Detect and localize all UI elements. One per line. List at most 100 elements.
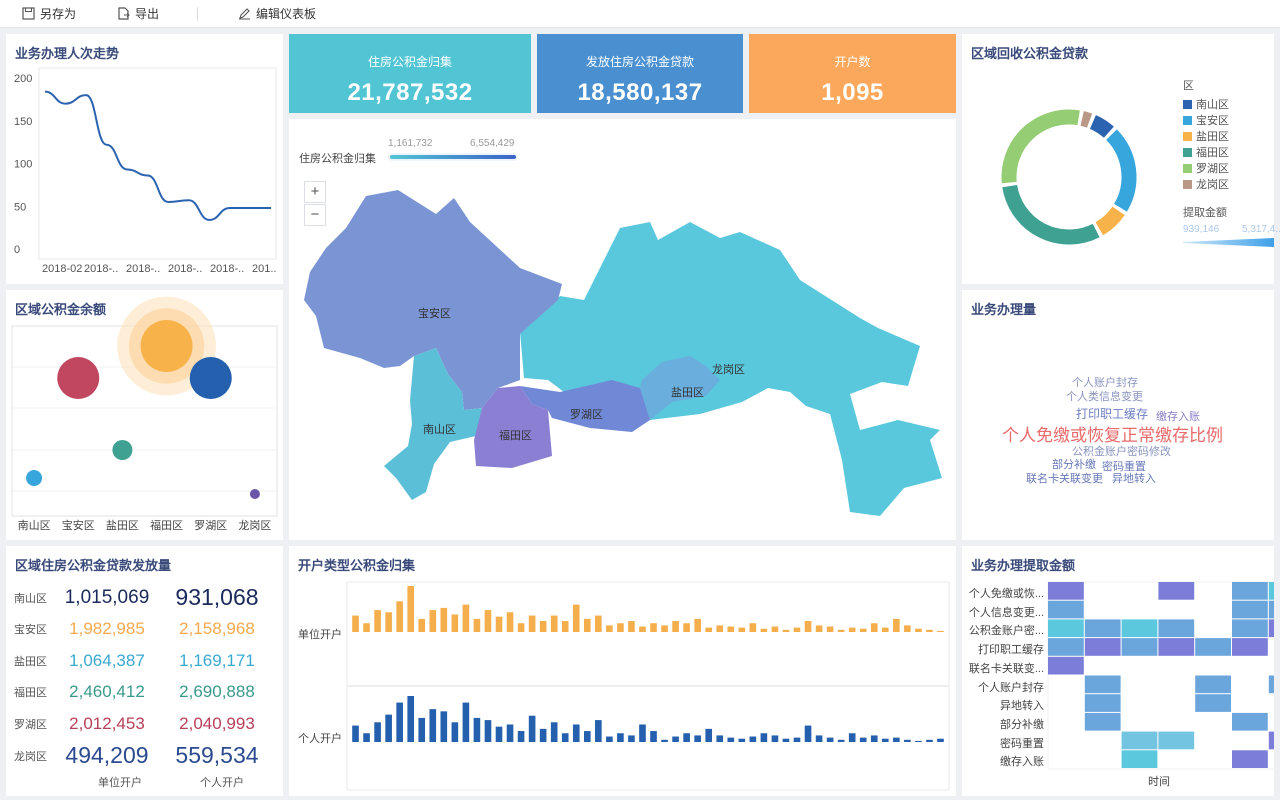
heatmap-cell[interactable] <box>1232 712 1268 731</box>
bar[interactable] <box>473 717 481 742</box>
bar[interactable] <box>771 735 779 742</box>
donut-slice[interactable] <box>1089 115 1114 138</box>
heatmap-cell[interactable] <box>1121 750 1158 768</box>
bar[interactable] <box>837 739 845 742</box>
heatmap-cell[interactable] <box>1158 619 1195 638</box>
bar[interactable] <box>749 736 757 742</box>
bar[interactable] <box>672 736 679 742</box>
bar[interactable] <box>628 621 635 632</box>
bar[interactable] <box>550 722 558 742</box>
save-as-button[interactable]: 另存为 <box>22 5 76 22</box>
bar[interactable] <box>926 739 933 742</box>
heatmap-cell[interactable] <box>1048 600 1084 619</box>
bar[interactable] <box>793 737 801 742</box>
bar[interactable] <box>771 626 779 632</box>
heatmap-cell[interactable] <box>1121 638 1158 656</box>
bar[interactable] <box>583 618 591 632</box>
donut-legend-item[interactable]: 罗湖区 <box>1183 160 1229 176</box>
bar[interactable] <box>484 610 492 632</box>
wordcloud-word[interactable]: 个人免缴或恢复正常缴存比例 <box>1002 426 1223 445</box>
heatmap-cell[interactable] <box>1232 638 1268 656</box>
bar[interactable] <box>716 625 724 632</box>
donut-slice[interactable] <box>1095 206 1125 236</box>
heatmap-cell[interactable] <box>1084 638 1121 656</box>
map-region-yantian[interactable] <box>640 356 720 420</box>
bar[interactable] <box>352 725 359 742</box>
bar[interactable] <box>683 623 690 632</box>
heatmap-cell[interactable] <box>1158 638 1195 656</box>
wordcloud-word[interactable]: 部分补缴 <box>1052 459 1096 471</box>
heatmap-cell[interactable] <box>1195 694 1231 712</box>
heatmap-cell[interactable] <box>1084 712 1121 731</box>
bar[interactable] <box>396 702 403 742</box>
bar[interactable] <box>429 610 437 632</box>
map-range-slider[interactable] <box>388 153 518 161</box>
bar[interactable] <box>915 740 922 742</box>
bar[interactable] <box>528 715 536 742</box>
zoom-in-button[interactable]: + <box>304 181 326 203</box>
bar[interactable] <box>672 621 679 632</box>
heatmap-cell[interactable] <box>1158 582 1195 600</box>
bar[interactable] <box>859 737 867 742</box>
bar[interactable] <box>782 629 790 632</box>
heatmap-cell[interactable] <box>1268 582 1274 600</box>
bar[interactable] <box>661 625 668 632</box>
size-legend-slider[interactable] <box>1183 238 1274 247</box>
heatmap-cell[interactable] <box>1268 600 1274 619</box>
heatmap-cell[interactable] <box>1121 731 1158 750</box>
donut-slice[interactable] <box>1001 109 1080 184</box>
bar[interactable] <box>407 586 415 632</box>
bar[interactable] <box>606 736 613 742</box>
heatmap-cell[interactable] <box>1232 600 1268 619</box>
bar[interactable] <box>506 724 514 742</box>
export-button[interactable]: 导出 <box>117 5 159 22</box>
heatmap-cell[interactable] <box>1158 731 1195 750</box>
map-region-bao-an[interactable] <box>304 190 562 410</box>
wordcloud-word[interactable]: 缴存入账 <box>1156 411 1200 423</box>
heatmap-cell[interactable] <box>1048 582 1084 600</box>
wordcloud-word[interactable]: 个人账户封存 <box>1072 377 1138 389</box>
bar[interactable] <box>683 733 690 742</box>
bar[interactable] <box>815 735 823 742</box>
bar[interactable] <box>539 728 547 742</box>
bar[interactable] <box>440 607 448 632</box>
bar[interactable] <box>363 733 370 742</box>
bar[interactable] <box>881 738 889 742</box>
bar[interactable] <box>506 612 514 632</box>
heatmap-cell[interactable] <box>1232 619 1268 638</box>
bar[interactable] <box>572 724 580 742</box>
bar[interactable] <box>528 615 536 632</box>
bar[interactable] <box>870 735 878 742</box>
bar[interactable] <box>462 604 470 632</box>
bar[interactable] <box>396 601 403 632</box>
map-region-futian[interactable] <box>474 386 552 468</box>
bar[interactable] <box>418 618 426 632</box>
edit-dashboard-button[interactable]: 编辑仪表板 <box>238 5 316 22</box>
wordcloud-word[interactable]: 打印职工缓存 <box>1076 407 1149 421</box>
donut-legend-item[interactable]: 宝安区 <box>1183 112 1229 128</box>
heatmap-cell[interactable] <box>1084 619 1121 638</box>
bar[interactable] <box>572 604 580 632</box>
bar[interactable] <box>881 627 889 632</box>
bar[interactable] <box>893 618 900 632</box>
bar[interactable] <box>539 621 547 632</box>
bar[interactable] <box>606 625 613 632</box>
bar[interactable] <box>760 628 768 632</box>
heatmap-cell[interactable] <box>1195 675 1231 694</box>
wordcloud-word[interactable]: 个人类信息变更 <box>1066 391 1143 403</box>
bar[interactable] <box>561 733 569 742</box>
bar[interactable] <box>561 621 569 632</box>
bubble-point[interactable] <box>189 357 232 399</box>
wordcloud-word[interactable]: 异地转入 <box>1112 473 1156 485</box>
bar[interactable] <box>617 733 624 742</box>
heatmap-cell[interactable] <box>1048 656 1084 675</box>
bar[interactable] <box>815 625 823 632</box>
bar[interactable] <box>639 724 646 742</box>
bar[interactable] <box>639 626 646 632</box>
bar[interactable] <box>440 711 448 742</box>
bar[interactable] <box>451 722 459 742</box>
bar[interactable] <box>837 629 845 632</box>
map-region-longgang[interactable] <box>520 222 942 516</box>
bar[interactable] <box>937 630 944 632</box>
heatmap-cell[interactable] <box>1048 619 1084 638</box>
